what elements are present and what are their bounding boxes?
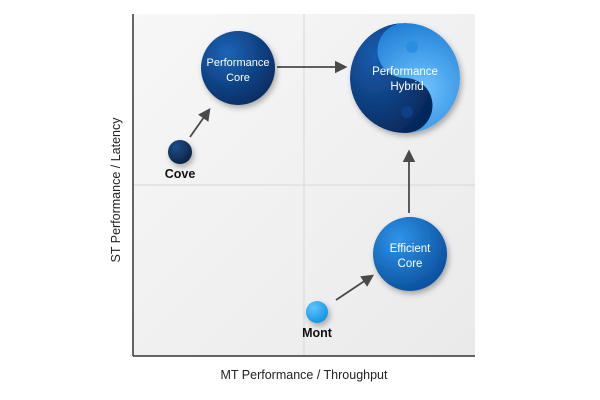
node-mont: Mont xyxy=(302,301,333,340)
mont-circle xyxy=(306,301,328,323)
node-efficient-core: Efficient Core xyxy=(373,217,447,291)
node-cove: Cove xyxy=(165,140,196,181)
arrow-mont-to-efficient-core xyxy=(335,274,375,301)
efficient-core-label-line1: Efficient xyxy=(390,243,432,255)
mont-label: Mont xyxy=(302,326,333,340)
x-axis-label: MT Performance / Throughput xyxy=(221,368,389,382)
hybrid-dark-half xyxy=(350,23,433,133)
performance-hybrid-label-line1: Performance xyxy=(372,66,438,78)
performance-hybrid-label-line2: Hybrid xyxy=(390,81,423,93)
node-performance-core: Performance Core xyxy=(201,31,275,105)
cove-label: Cove xyxy=(165,167,196,181)
cove-circle xyxy=(168,140,192,164)
performance-core-circle xyxy=(201,31,275,105)
efficient-core-label-line2: Core xyxy=(398,258,423,270)
performance-core-label-line1: Performance xyxy=(207,57,270,69)
hybrid-dot-bottom xyxy=(401,106,413,118)
y-axis-label: ST Performance / Latency xyxy=(109,117,123,263)
hybrid-dot-top xyxy=(406,41,418,53)
performance-core-label-line2: Core xyxy=(226,72,250,84)
node-performance-hybrid: Performance Hybrid xyxy=(350,23,460,133)
arrow-cove-to-performance-core xyxy=(189,107,211,138)
efficient-core-circle xyxy=(373,217,447,291)
